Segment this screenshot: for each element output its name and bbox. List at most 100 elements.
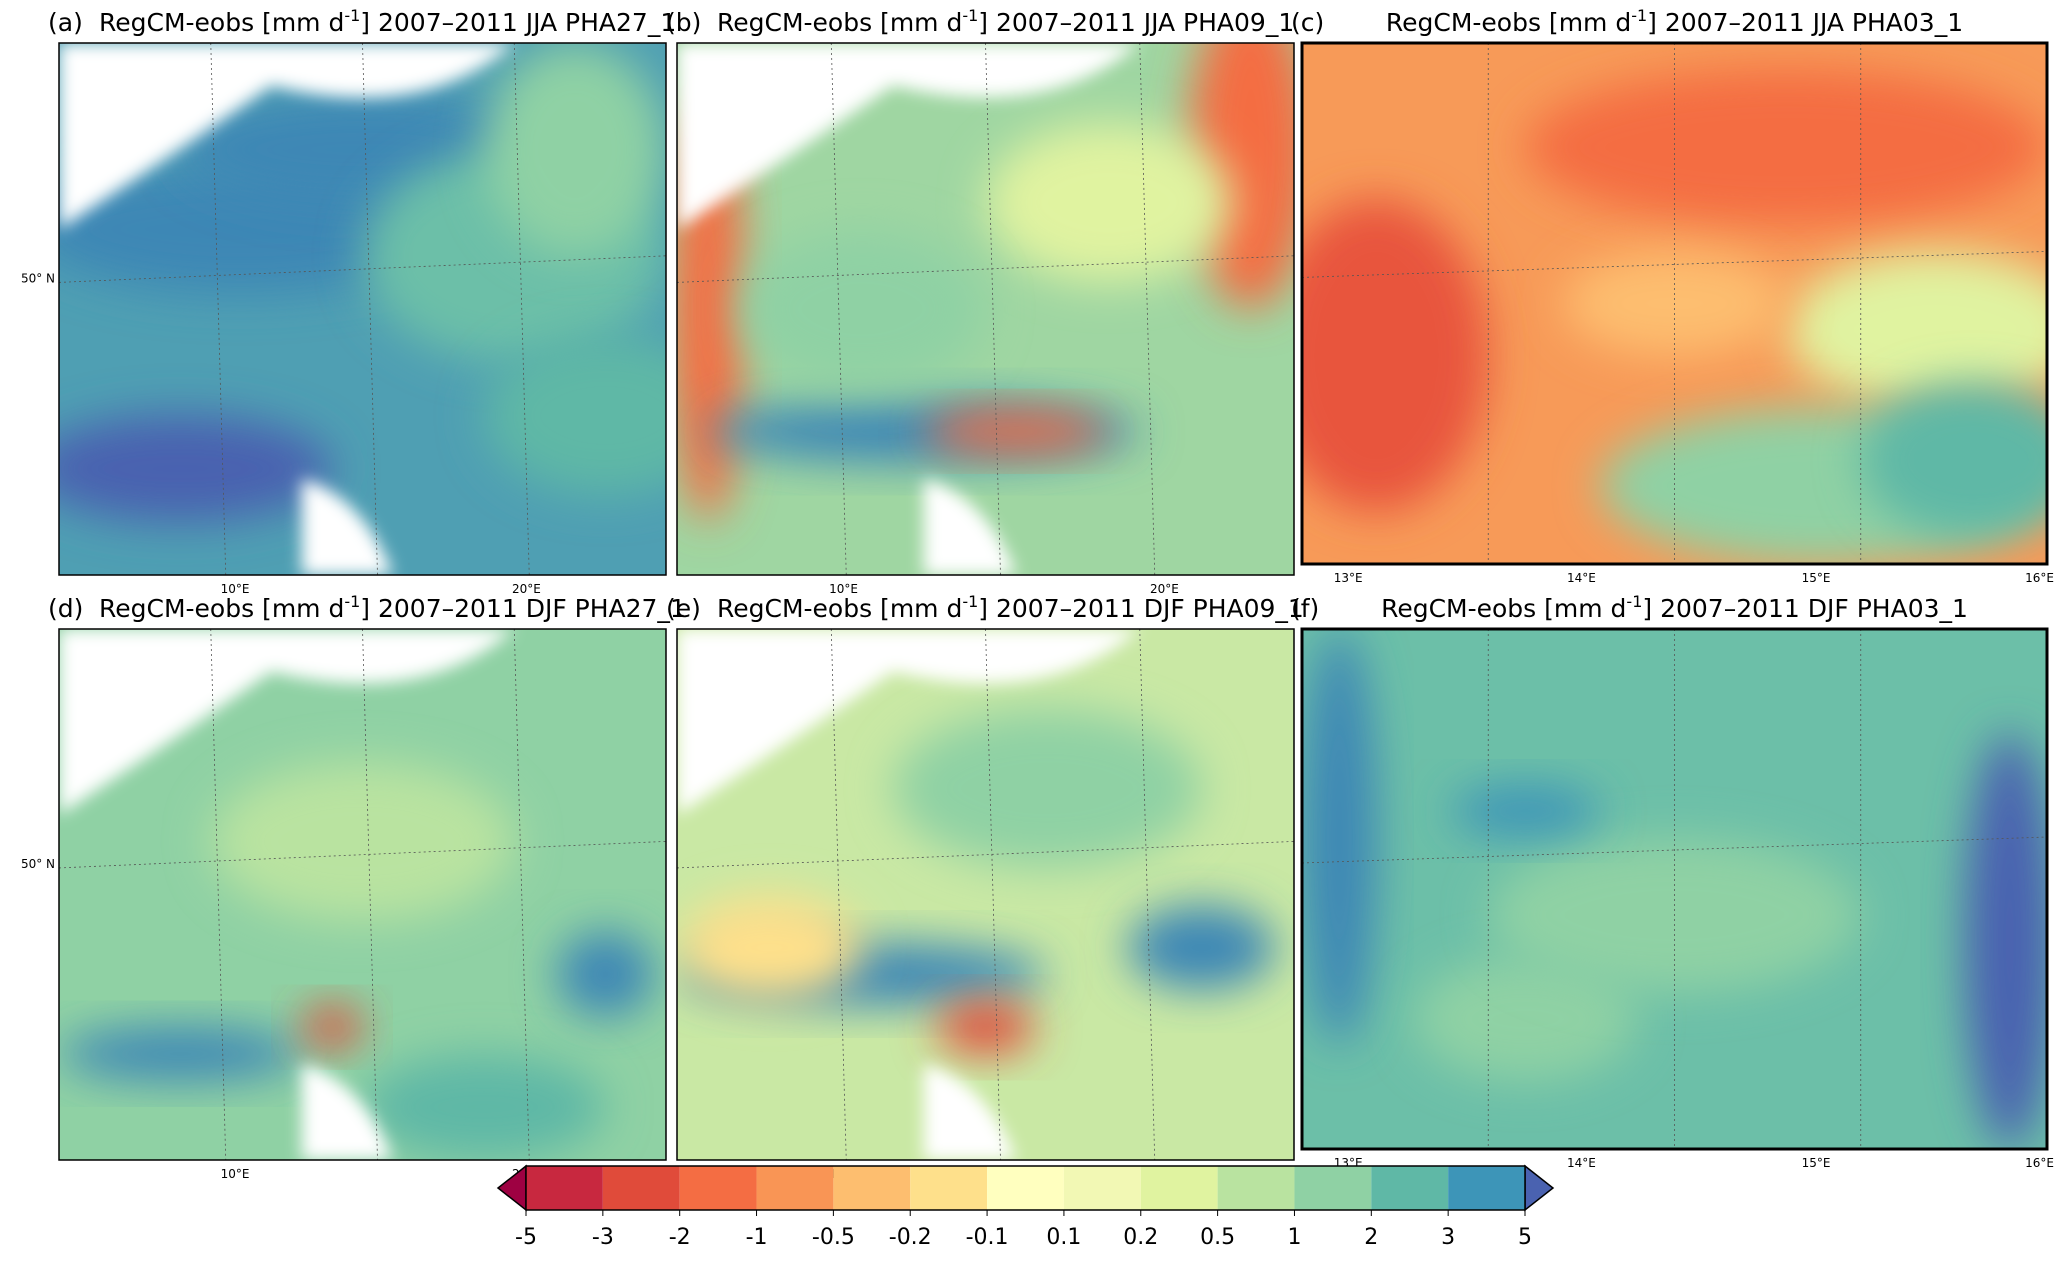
- graticule: [830, 43, 847, 575]
- sea: [301, 1064, 393, 1160]
- panel-title: RegCM-eobs [mm d-1] 2007–2011 DJF PHA03_…: [1381, 592, 1968, 623]
- lon-label: 14°E: [1567, 571, 1596, 585]
- lon-label: 20°E: [1150, 582, 1179, 596]
- panel-title: RegCM-eobs [mm d-1] 2007–2011 DJF PHA09_…: [717, 592, 1304, 623]
- title-text: RegCM-eobs [mm d: [99, 594, 344, 623]
- colorbar-box: [1294, 1166, 1372, 1210]
- colorbar-tick-label: -0.2: [889, 1225, 932, 1250]
- precip-region: [1413, 956, 1638, 1082]
- map-panel: (e) RegCM-eobs [mm d-1] 2007–2011 DJF PHA…: [666, 592, 1304, 1181]
- title-text: RegCM-eobs [mm d: [99, 8, 344, 37]
- sea: [923, 1064, 1017, 1160]
- panel-title: RegCM-eobs [mm d-1] 2007–2011 JJA PHA27_…: [99, 6, 676, 37]
- precip-region: [1302, 629, 1377, 1045]
- map-frame: [676, 628, 1295, 1161]
- precip-region: [483, 335, 666, 496]
- colorbar-tick-label: 5: [1518, 1225, 1532, 1250]
- precip-region: [210, 761, 515, 922]
- map-frame: [1300, 41, 2049, 566]
- title-superscript: -1: [344, 6, 360, 25]
- title-text: ] 2007–2011 DJF PHA09_1: [978, 594, 1304, 623]
- map-panel: (f) RegCM-eobs [mm d-1] 2007–2011 DJF PHA…: [1291, 592, 2054, 1170]
- lat-label: 50° N: [21, 857, 55, 871]
- title-text: RegCM-eobs [mm d: [1381, 594, 1626, 623]
- title-text: RegCM-eobs [mm d: [717, 8, 962, 37]
- colorbar-tick-label: 2: [1364, 1225, 1378, 1250]
- panel-label: (d): [48, 594, 83, 623]
- panel-title: RegCM-eobs [mm d-1] 2007–2011 DJF PHA27_…: [99, 592, 686, 623]
- colorbar: -5 -3 -2 -1 -0.5 -0.2 -0.1 0.1 0.2 0.5 1 2 3 5: [496, 1164, 1555, 1250]
- title-text: ] 2007–2011 JJA PHA27_1: [360, 8, 676, 37]
- sea: [59, 43, 515, 230]
- panel-label: (e): [666, 594, 701, 623]
- title-superscript: -1: [962, 592, 978, 611]
- map-panel: (d) RegCM-eobs [mm d-1] 2007–2011 DJF PHA…: [21, 592, 686, 1181]
- lon-label: 10°E: [829, 582, 858, 596]
- lon-label: 16°E: [2025, 571, 2054, 585]
- colorbar-tick-label: 1: [1287, 1225, 1301, 1250]
- map-field: [677, 43, 1294, 575]
- map-field: [59, 629, 666, 1160]
- colorbar-tick-label: -1: [746, 1225, 768, 1250]
- precip-region: [677, 894, 863, 1001]
- title-superscript: -1: [962, 6, 978, 25]
- precip-region: [301, 1006, 363, 1049]
- graticule: [985, 43, 1001, 575]
- graticule: [1139, 43, 1156, 575]
- title-text: ] 2007–2011 JJA PHA09_1: [978, 8, 1294, 37]
- sea: [677, 43, 1140, 230]
- map-frame: [58, 628, 667, 1161]
- sea: [301, 479, 393, 575]
- sea: [59, 629, 515, 815]
- title-text: ] 2007–2011 DJF PHA27_1: [360, 594, 686, 623]
- precip-region: [1127, 905, 1276, 991]
- lon-label: 15°E: [1802, 1156, 1831, 1170]
- title-superscript: -1: [1631, 6, 1647, 25]
- colorbar-box: [1063, 1166, 1141, 1210]
- map-panel: (a) RegCM-eobs [mm d-1] 2007–2011 JJA PHA…: [21, 6, 676, 596]
- panel-label: (b): [666, 8, 701, 37]
- precip-region: [556, 931, 654, 1017]
- colorbar-tick-label: 0.5: [1200, 1225, 1235, 1250]
- title-text: RegCM-eobs [mm d: [1386, 8, 1631, 37]
- sea: [923, 479, 1017, 575]
- graticule: [1302, 251, 2047, 278]
- title-text: RegCM-eobs [mm d: [717, 594, 962, 623]
- lon-label: 15°E: [1802, 571, 1831, 585]
- graticule: [362, 43, 378, 575]
- precip-region: [738, 229, 986, 389]
- colorbar-tick-label: 0.2: [1123, 1225, 1158, 1250]
- colorbar-tick-label: -0.1: [966, 1225, 1009, 1250]
- panel-label: (a): [48, 8, 83, 37]
- graticule: [1139, 629, 1156, 1160]
- colorbar-extension: [1524, 1164, 1555, 1212]
- colorbar-frame: [525, 1165, 1526, 1211]
- graticule: [59, 255, 666, 283]
- colorbar-box: [910, 1166, 988, 1210]
- precip-region: [892, 708, 1202, 868]
- map-field: [59, 43, 666, 575]
- title-superscript: -1: [344, 592, 360, 611]
- graticule: [830, 629, 847, 1160]
- precip-region: [1302, 199, 1489, 512]
- colorbar-box: [1217, 1166, 1295, 1210]
- colorbar-tick-label: -0.5: [812, 1225, 855, 1250]
- lat-label: 50° N: [21, 271, 55, 285]
- precip-region: [1525, 69, 2047, 226]
- title-text: ] 2007–2011 DJF PHA03_1: [1642, 594, 1968, 623]
- precip-region: [483, 43, 666, 256]
- precip-region: [1451, 785, 1600, 837]
- colorbar-tick-label: 0.1: [1046, 1225, 1081, 1250]
- sea: [677, 629, 1140, 815]
- graticule: [1302, 836, 2047, 864]
- precip-region: [936, 1000, 1035, 1054]
- title-superscript: -1: [1626, 592, 1642, 611]
- graticule: [513, 43, 530, 575]
- title-text: ] 2007–2011 JJA PHA03_1: [1647, 8, 1963, 37]
- panel-title: RegCM-eobs [mm d-1] 2007–2011 JJA PHA03_…: [1386, 6, 1963, 37]
- panel-label: (f): [1291, 594, 1319, 623]
- precip-region: [1860, 381, 2047, 538]
- map-frame: [1300, 627, 2049, 1151]
- colorbar-box: [756, 1166, 834, 1210]
